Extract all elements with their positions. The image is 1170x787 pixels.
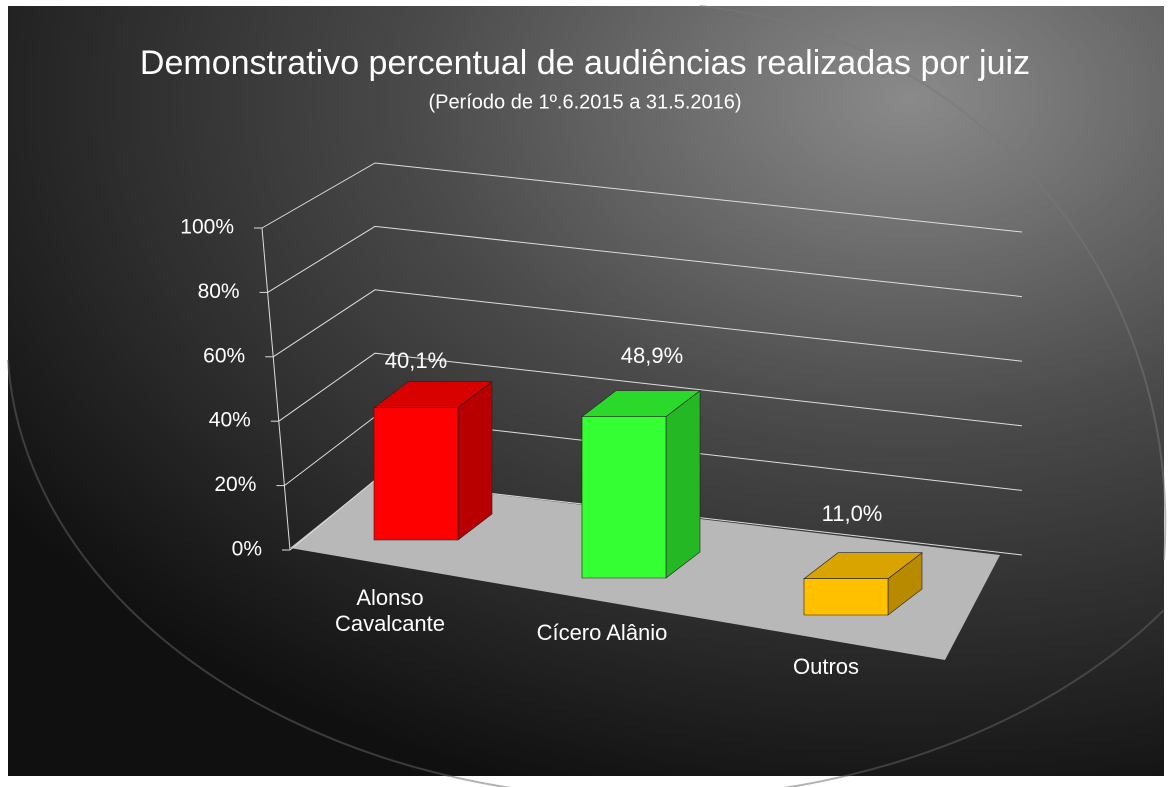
grid-line <box>272 289 1023 362</box>
grid-line <box>261 162 1023 233</box>
bar-front <box>581 416 667 579</box>
decor-arc <box>7 359 1165 787</box>
background <box>8 6 1164 776</box>
grid-line <box>278 352 1023 427</box>
x-tick-label: Outros <box>792 654 860 679</box>
value-label: 11,0% <box>822 501 883 526</box>
bar-side <box>457 381 493 541</box>
bar-front <box>373 407 459 541</box>
y-tick-label: 100% <box>180 216 234 239</box>
bar <box>581 390 701 579</box>
decor-arc <box>699 5 1167 561</box>
grid-line <box>267 225 1023 298</box>
axis-line <box>261 227 291 551</box>
chart-title: Demonstrativo percentual de audiências r… <box>140 44 1030 82</box>
x-tick-label: Cícero Alânio <box>536 620 668 645</box>
x-tick-label: Alonso Cavalcante <box>334 585 446 636</box>
value-label: 48,9% <box>621 343 683 368</box>
y-tick-label: 0% <box>232 538 262 561</box>
bar-side <box>665 390 701 579</box>
y-tick-label: 20% <box>214 473 256 496</box>
y-tick-label: 60% <box>203 344 245 367</box>
bar-front <box>803 578 889 616</box>
value-label: 40,1% <box>385 348 447 373</box>
y-tick-label: 80% <box>198 280 240 303</box>
bar <box>373 381 493 541</box>
y-tick-label: 40% <box>209 409 251 432</box>
chart-subtitle: (Período de 1º.6.2015 a 31.5.2016) <box>428 91 741 113</box>
bar <box>803 552 923 616</box>
